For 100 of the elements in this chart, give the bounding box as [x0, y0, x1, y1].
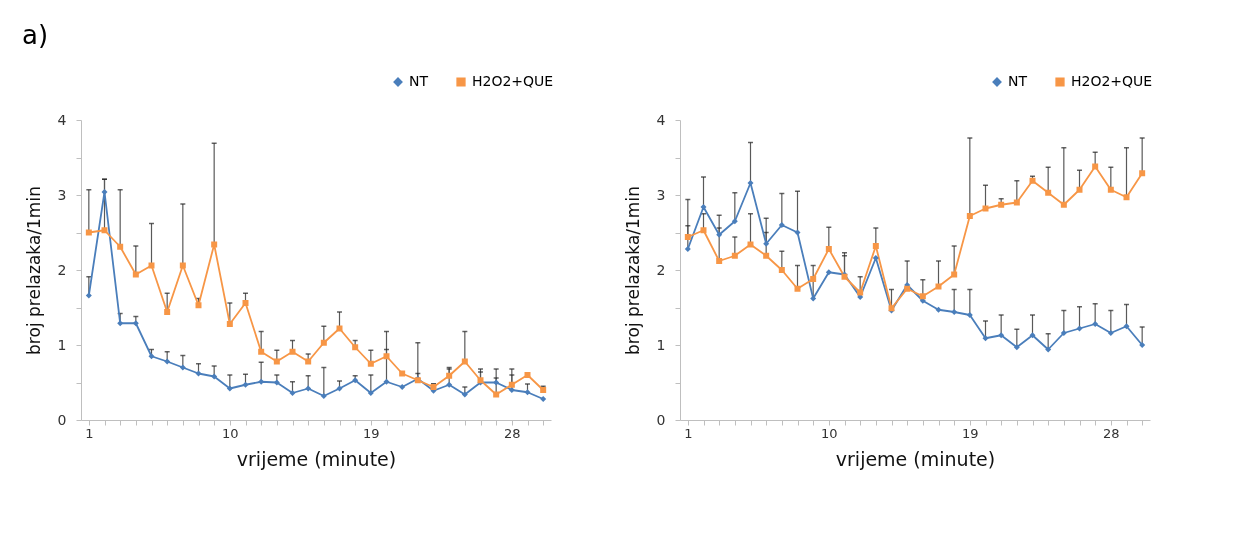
x-axis-title: vrijeme (minute): [835, 447, 996, 470]
point: [524, 372, 531, 378]
point: [904, 285, 911, 292]
x-tick-label: 10: [222, 425, 239, 441]
text: a): [22, 20, 49, 50]
point: [935, 283, 942, 290]
point: [982, 335, 989, 342]
x-tick-label: 1: [85, 425, 94, 441]
point: [857, 289, 864, 296]
point: [85, 229, 92, 236]
point: [872, 243, 879, 249]
point: [383, 353, 390, 360]
point: [226, 385, 233, 392]
point: [399, 370, 406, 377]
x-tick-label: 28: [504, 425, 521, 441]
y-tick-label: 0: [57, 411, 67, 428]
point: [524, 389, 531, 396]
point: [731, 252, 738, 259]
point: [747, 241, 754, 248]
point: [446, 381, 453, 388]
point: [998, 332, 1005, 339]
point: [226, 321, 233, 327]
x-tick-label: 19: [962, 425, 979, 441]
point: [1013, 199, 1020, 206]
y-tick-label: 0: [656, 411, 666, 428]
point: [117, 320, 124, 327]
point: [195, 302, 202, 309]
point: [305, 385, 312, 392]
point: [383, 378, 390, 385]
point: [966, 312, 973, 318]
point: [1076, 325, 1083, 332]
point: [195, 370, 202, 377]
point: [508, 381, 515, 388]
x-axis-title: vrijeme (minute): [236, 447, 397, 470]
point: [966, 213, 973, 219]
point: [825, 246, 832, 252]
x-tick-label: 1: [684, 425, 693, 441]
point: [982, 205, 989, 212]
point: [211, 241, 218, 248]
point: [132, 320, 139, 327]
point: [1076, 186, 1083, 193]
point: [273, 358, 280, 365]
legend-label: NT: [409, 73, 429, 89]
point: [1092, 321, 1099, 327]
point: [367, 390, 374, 396]
point: [747, 180, 754, 186]
y-tick-label: 1: [656, 336, 666, 353]
point: [289, 390, 296, 396]
point: [211, 373, 218, 380]
point: [461, 391, 468, 398]
point: [117, 243, 124, 250]
point: [101, 189, 108, 195]
point: [179, 262, 186, 269]
point: [872, 255, 879, 261]
point: [148, 262, 155, 269]
point: [148, 353, 155, 360]
point: [273, 379, 280, 386]
point: [1092, 163, 1099, 170]
point: [508, 387, 515, 393]
point: [399, 384, 406, 390]
point: [825, 269, 832, 276]
point: [85, 292, 92, 299]
point: [1107, 186, 1114, 193]
point: [1060, 201, 1067, 208]
point: [164, 309, 171, 315]
x-tick-label: 10: [821, 425, 838, 441]
point: [1029, 332, 1036, 339]
point: [258, 348, 265, 355]
point: [1139, 342, 1146, 348]
point: [101, 227, 108, 234]
point: [336, 325, 343, 332]
point: [1045, 189, 1052, 196]
y-tick-label: 3: [57, 186, 67, 203]
point: [763, 252, 770, 259]
point: [716, 258, 723, 264]
point: [1123, 194, 1130, 201]
y-axis-title: broj prelazaka/1min: [622, 186, 643, 355]
point: [794, 229, 801, 236]
y-tick-label: 2: [656, 261, 666, 278]
point: [794, 285, 801, 292]
point: [810, 276, 817, 282]
legend-label: H2O2+QUE: [472, 73, 554, 89]
point: [919, 293, 926, 300]
point: [731, 218, 738, 225]
point: [1139, 170, 1146, 177]
legend-label: NT: [1008, 73, 1028, 89]
point: [461, 358, 468, 365]
point: [367, 360, 374, 367]
point: [320, 393, 327, 399]
point: [242, 381, 249, 388]
point: [700, 227, 707, 234]
point: [1123, 323, 1130, 330]
y-tick-label: 4: [57, 111, 67, 128]
point: [493, 391, 500, 398]
y-tick-label: 4: [656, 111, 666, 128]
point: [684, 246, 691, 252]
point: [778, 267, 785, 273]
point: [242, 300, 249, 306]
point: [951, 309, 958, 315]
point: [179, 364, 186, 371]
